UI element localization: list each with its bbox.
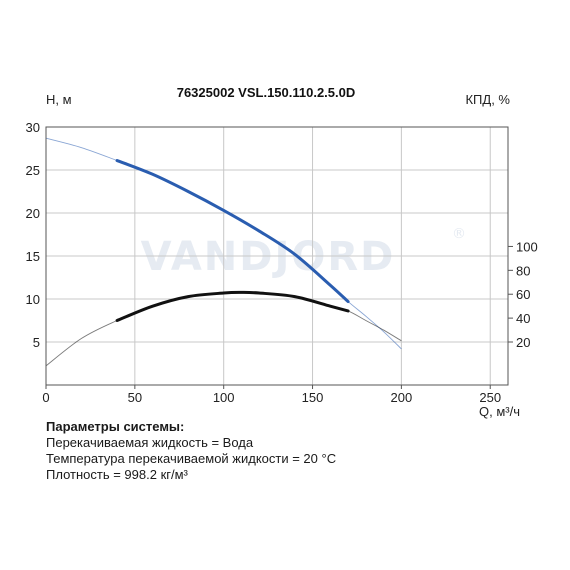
y2-tick-label: 100 — [516, 239, 538, 254]
param-density: Плотность = 998.2 кг/м³ — [46, 467, 188, 482]
system-parameters: Параметры системы: Перекачиваемая жидкос… — [46, 419, 336, 483]
x-axis-label: Q, м³/ч — [479, 404, 520, 419]
x-tick-label: 200 — [391, 390, 413, 405]
efficiency-curve-operating — [115, 290, 350, 322]
y2-tick-label: 80 — [516, 263, 530, 278]
x-tick-label: 50 — [128, 390, 142, 405]
param-temperature: Температура перекачиваемой жидкости = 20… — [46, 451, 337, 466]
y2-tick-label: 20 — [516, 335, 530, 350]
y2-tick-label: 60 — [516, 287, 530, 302]
plot-frame — [45, 126, 509, 386]
x-tick-label: 150 — [302, 390, 324, 405]
x-tick-label: 100 — [213, 390, 235, 405]
x-tick-label: 250 — [479, 390, 501, 405]
y-tick-label: 15 — [26, 249, 40, 264]
y2-axis-label: КПД, % — [465, 92, 510, 107]
y-tick-label: 5 — [33, 335, 40, 350]
chart-title: 76325002 VSL.150.110.2.5.0D — [177, 85, 356, 100]
param-liquid: Перекачиваемая жидкость = Вода — [46, 435, 254, 450]
y2-tick-label: 40 — [516, 311, 530, 326]
y-tick-label: 10 — [26, 292, 40, 307]
y-tick-label: 30 — [26, 120, 40, 135]
watermark-logo: VANDJORD — [141, 234, 396, 280]
head-curve-operating — [115, 159, 350, 304]
watermark-registered-mark: ® — [452, 226, 466, 242]
x-tick-label: 0 — [42, 390, 49, 405]
y-tick-label: 25 — [26, 163, 40, 178]
y-axis-label: H, м — [46, 92, 72, 107]
y-tick-label: 20 — [26, 206, 40, 221]
system-parameters-header: Параметры системы: — [46, 419, 185, 434]
